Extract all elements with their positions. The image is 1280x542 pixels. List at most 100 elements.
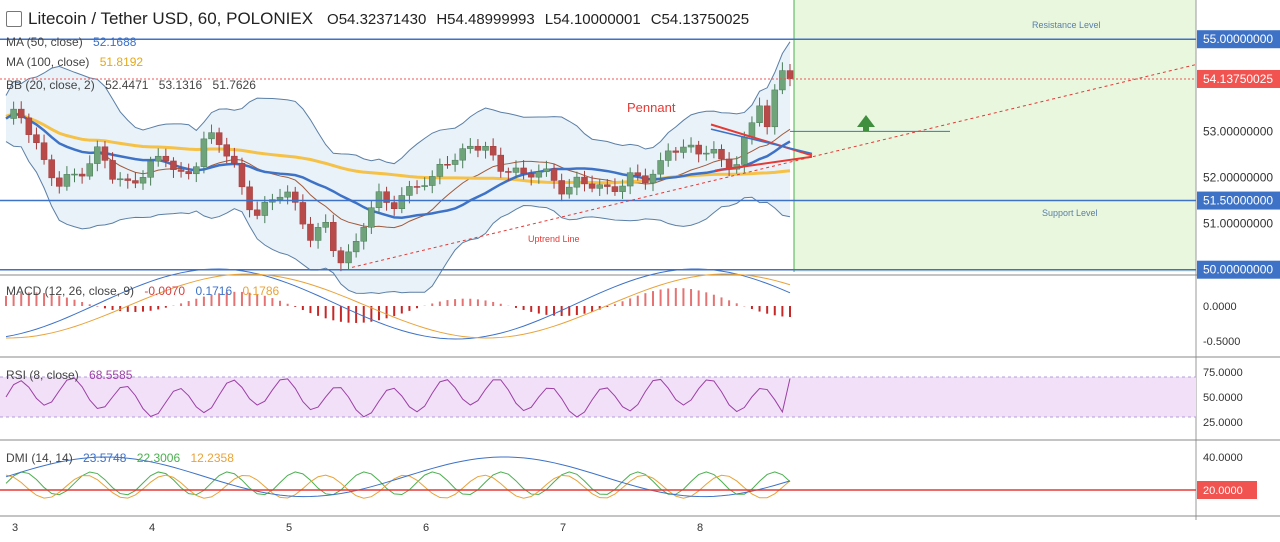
price-tick: 51.00000000 xyxy=(1203,217,1273,231)
macd-value-2: 0.1716 xyxy=(195,284,233,298)
candle xyxy=(474,145,482,151)
dmi-minus-line xyxy=(5,474,791,499)
rsi-tick: 75.0000 xyxy=(1203,367,1243,379)
candle xyxy=(132,180,139,184)
candle xyxy=(78,173,86,177)
candle xyxy=(223,144,230,157)
bollinger-lower xyxy=(5,141,791,294)
candle xyxy=(489,146,497,156)
pennant-lower xyxy=(714,155,813,172)
candle xyxy=(558,180,565,195)
dmi-threshold-box xyxy=(1197,481,1257,499)
candle xyxy=(291,191,299,203)
candle xyxy=(444,163,451,166)
candle xyxy=(664,150,672,161)
time-tick: 6 xyxy=(423,522,429,534)
bb-value-2: 53.1316 xyxy=(158,78,203,92)
candle xyxy=(231,155,238,164)
projection-zone xyxy=(794,0,1196,272)
candle xyxy=(672,150,680,153)
candle xyxy=(253,209,261,216)
last-price-box xyxy=(1197,69,1280,88)
candle xyxy=(17,108,25,119)
bb-legend[interactable]: BB (20, close, 2) 52.4471 53.1316 51.762… xyxy=(6,78,263,92)
dmi-value-1: 23.5748 xyxy=(83,451,127,465)
candle xyxy=(779,70,786,91)
ma50-legend[interactable]: MA (50, close) 52.1688 xyxy=(6,35,143,49)
price-level-box xyxy=(1197,260,1280,279)
dmi-value-2: 22.3006 xyxy=(136,451,181,465)
candle xyxy=(710,148,718,154)
candle xyxy=(10,108,17,119)
candle xyxy=(421,185,428,187)
close-value: C54.13750025 xyxy=(650,10,750,28)
candle xyxy=(200,138,208,167)
candle xyxy=(436,163,444,177)
bollinger-fill xyxy=(6,41,790,294)
price-level-label: 51.50000000 xyxy=(1203,194,1273,208)
rsi-tick: 50.0000 xyxy=(1203,392,1243,404)
candle xyxy=(352,241,360,253)
chart-header: Litecoin / Tether USD, 60, POLONIEX O54.… xyxy=(0,6,759,32)
price-tick: 53.00000000 xyxy=(1203,124,1273,138)
last-price-label: 54.13750025 xyxy=(1203,72,1273,86)
candle xyxy=(505,171,512,173)
candle xyxy=(116,178,124,181)
candle xyxy=(497,154,505,172)
candle xyxy=(695,144,702,155)
candle xyxy=(147,160,154,178)
ma100-label: MA (100, close) xyxy=(6,55,90,69)
bollinger-upper xyxy=(5,41,791,165)
candle xyxy=(748,122,756,138)
price-level-box xyxy=(1197,30,1280,49)
time-tick: 3 xyxy=(12,522,18,534)
candle xyxy=(170,160,177,170)
macd-signal-line xyxy=(5,273,791,339)
candle xyxy=(429,176,436,186)
candle xyxy=(154,155,162,162)
candle xyxy=(619,185,626,192)
dmi-label: DMI (14, 14) xyxy=(6,451,73,465)
candle xyxy=(284,191,291,198)
candle xyxy=(139,177,147,184)
macd-tick: -0.5000 xyxy=(1203,336,1240,348)
candle xyxy=(467,145,474,149)
pennant-upper-inner xyxy=(710,128,813,155)
rsi-legend[interactable]: RSI (8, close) 68.5585 xyxy=(6,368,139,382)
candle xyxy=(406,186,413,196)
candle xyxy=(101,146,109,161)
ma100-legend[interactable]: MA (100, close) 51.8192 xyxy=(6,55,150,69)
candle xyxy=(56,177,63,187)
candle xyxy=(604,184,611,187)
macd-value-3: 0.1786 xyxy=(242,284,280,298)
candle xyxy=(109,160,116,180)
candle xyxy=(687,144,695,148)
dmi-value-3: 12.2358 xyxy=(190,451,234,465)
candle xyxy=(550,168,558,181)
candle xyxy=(680,146,687,153)
ma50-value: 52.1688 xyxy=(93,35,137,49)
candle xyxy=(124,178,132,181)
candle xyxy=(581,176,588,185)
price-level-label: 50.00000000 xyxy=(1203,263,1273,277)
candle xyxy=(657,160,664,175)
candle xyxy=(307,223,314,241)
candle xyxy=(512,167,520,173)
candle xyxy=(718,148,725,160)
candle xyxy=(626,172,634,187)
candle xyxy=(314,227,322,241)
candle xyxy=(261,201,269,216)
candle xyxy=(322,221,329,228)
macd-label: MACD (12, 26, close, 9) xyxy=(6,284,135,298)
candle xyxy=(451,159,459,165)
price-level-label: 55.00000000 xyxy=(1203,32,1273,46)
uptrend-line xyxy=(351,64,1197,268)
rsi-value: 68.5585 xyxy=(89,368,133,382)
macd-legend[interactable]: MACD (12, 26, close, 9) -0.0070 0.1716 0… xyxy=(6,284,286,298)
candle xyxy=(482,146,489,151)
uptrend-label: Uptrend Line xyxy=(528,234,580,244)
time-tick: 7 xyxy=(560,522,566,534)
dmi-legend[interactable]: DMI (14, 14) 23.5748 22.3006 12.2358 xyxy=(6,451,241,465)
menu-icon[interactable] xyxy=(6,11,22,27)
